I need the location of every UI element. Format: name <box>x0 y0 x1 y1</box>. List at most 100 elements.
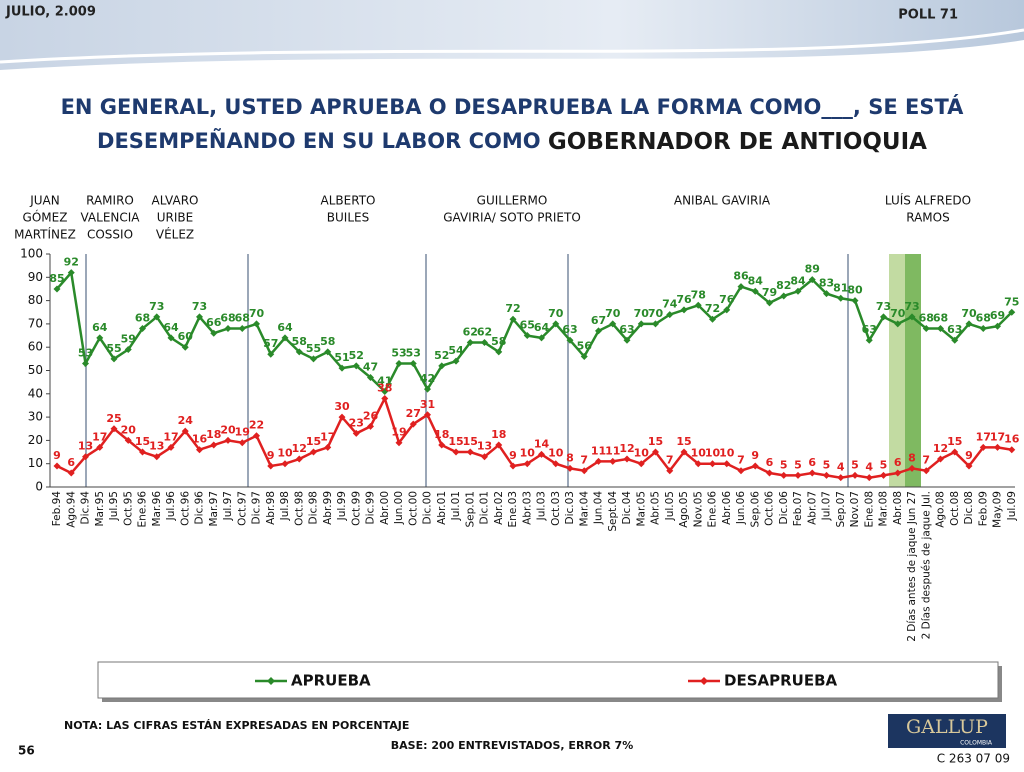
point <box>452 448 460 456</box>
data-label: 27 <box>406 407 421 420</box>
data-label: 58 <box>491 335 506 348</box>
legend-marker <box>700 677 708 685</box>
data-label: 14 <box>534 437 550 450</box>
x-tick-label: Oct.96 <box>179 491 191 526</box>
x-tick-label: Jul.01 <box>450 491 462 521</box>
point <box>409 420 417 428</box>
data-label: 70 <box>548 307 564 320</box>
point <box>67 269 75 277</box>
point <box>324 348 332 356</box>
y-tick-label: 70 <box>28 316 43 330</box>
x-tick-label: Abr.08 <box>892 491 904 525</box>
point <box>709 315 716 323</box>
x-tick-label: Mar.05 <box>635 491 647 527</box>
point <box>766 469 773 477</box>
point <box>922 467 930 475</box>
data-label: 7 <box>580 454 588 467</box>
data-label: 63 <box>562 323 577 336</box>
x-tick-label: Sep.07 <box>835 491 847 528</box>
point <box>780 471 788 479</box>
data-label: 5 <box>794 458 802 471</box>
point <box>153 313 161 321</box>
y-tick-label: 0 <box>35 480 43 494</box>
point <box>82 360 89 368</box>
x-tick-label: Mar.95 <box>94 491 106 527</box>
data-label: 72 <box>505 302 520 315</box>
x-tick-label: Jun.06 <box>735 491 747 525</box>
point <box>481 339 488 347</box>
data-label: 66 <box>206 316 222 329</box>
point <box>723 460 731 468</box>
data-label: 8 <box>908 451 916 464</box>
data-label: 67 <box>591 314 606 327</box>
data-label: 17 <box>320 430 335 443</box>
point <box>310 355 317 363</box>
data-label: 15 <box>135 435 150 448</box>
data-label: 63 <box>862 323 877 336</box>
x-tick-label: Oct.08 <box>949 491 961 526</box>
point <box>367 422 374 430</box>
data-label: 63 <box>947 323 962 336</box>
x-tick-label: Jul.05 <box>664 491 676 521</box>
data-label: 10 <box>634 447 650 460</box>
data-label: 9 <box>267 449 275 462</box>
title-emphasis: GOBERNADOR DE ANTIOQUIA <box>548 129 927 155</box>
data-label: 73 <box>192 300 207 313</box>
point <box>894 320 902 328</box>
y-tick-label: 30 <box>28 410 43 424</box>
data-label: 69 <box>990 309 1005 322</box>
point <box>965 320 973 328</box>
x-tick-label: Nov.05 <box>692 491 704 527</box>
data-label: 9 <box>965 449 973 462</box>
data-label: 51 <box>334 351 349 364</box>
data-label: 13 <box>477 440 492 453</box>
data-label: 9 <box>751 449 759 462</box>
point <box>880 313 887 321</box>
data-label: 64 <box>92 321 108 334</box>
point <box>466 448 474 456</box>
date: JULIO, 2.009 <box>5 5 96 20</box>
point <box>238 325 246 333</box>
point <box>979 325 987 333</box>
data-label: 70 <box>961 307 977 320</box>
point <box>310 448 317 456</box>
point <box>338 364 346 372</box>
point <box>937 455 944 463</box>
data-label: 16 <box>1004 433 1020 446</box>
x-tick-label: Oct.95 <box>122 491 134 526</box>
data-label: 76 <box>676 293 692 306</box>
x-tick-label: Dic.97 <box>251 491 263 524</box>
point <box>637 320 645 328</box>
legend-label: DESAPRUEBA <box>724 672 838 690</box>
x-tick-label: Jul.95 <box>108 491 120 521</box>
point <box>438 362 446 370</box>
data-label: 6 <box>808 456 816 469</box>
y-tick-label: 60 <box>28 340 43 354</box>
group-label: VÉLEZ <box>156 227 194 242</box>
point <box>694 460 702 468</box>
data-label: 15 <box>306 435 321 448</box>
point <box>894 469 902 477</box>
point <box>908 313 916 321</box>
data-label: 73 <box>876 300 891 313</box>
logo-sub: COLOMBIA <box>960 740 993 747</box>
x-tick-label: Oct.00 <box>407 491 419 526</box>
point <box>851 471 859 479</box>
data-label: 10 <box>719 447 735 460</box>
data-label: 68 <box>220 312 235 325</box>
data-label: 15 <box>648 435 663 448</box>
data-label: 24 <box>178 414 194 427</box>
point <box>324 443 332 451</box>
point <box>395 360 403 368</box>
point <box>1008 446 1016 454</box>
point <box>566 464 574 472</box>
point <box>424 385 431 393</box>
x-tick-label: Nov.07 <box>849 491 861 527</box>
data-label: 20 <box>220 423 236 436</box>
data-label: 81 <box>833 281 848 294</box>
x-tick-label: 2 Días después de jaque Jul. <box>920 491 932 639</box>
point <box>595 457 602 465</box>
point <box>652 448 659 456</box>
point <box>509 315 517 323</box>
data-label: 57 <box>263 337 278 350</box>
